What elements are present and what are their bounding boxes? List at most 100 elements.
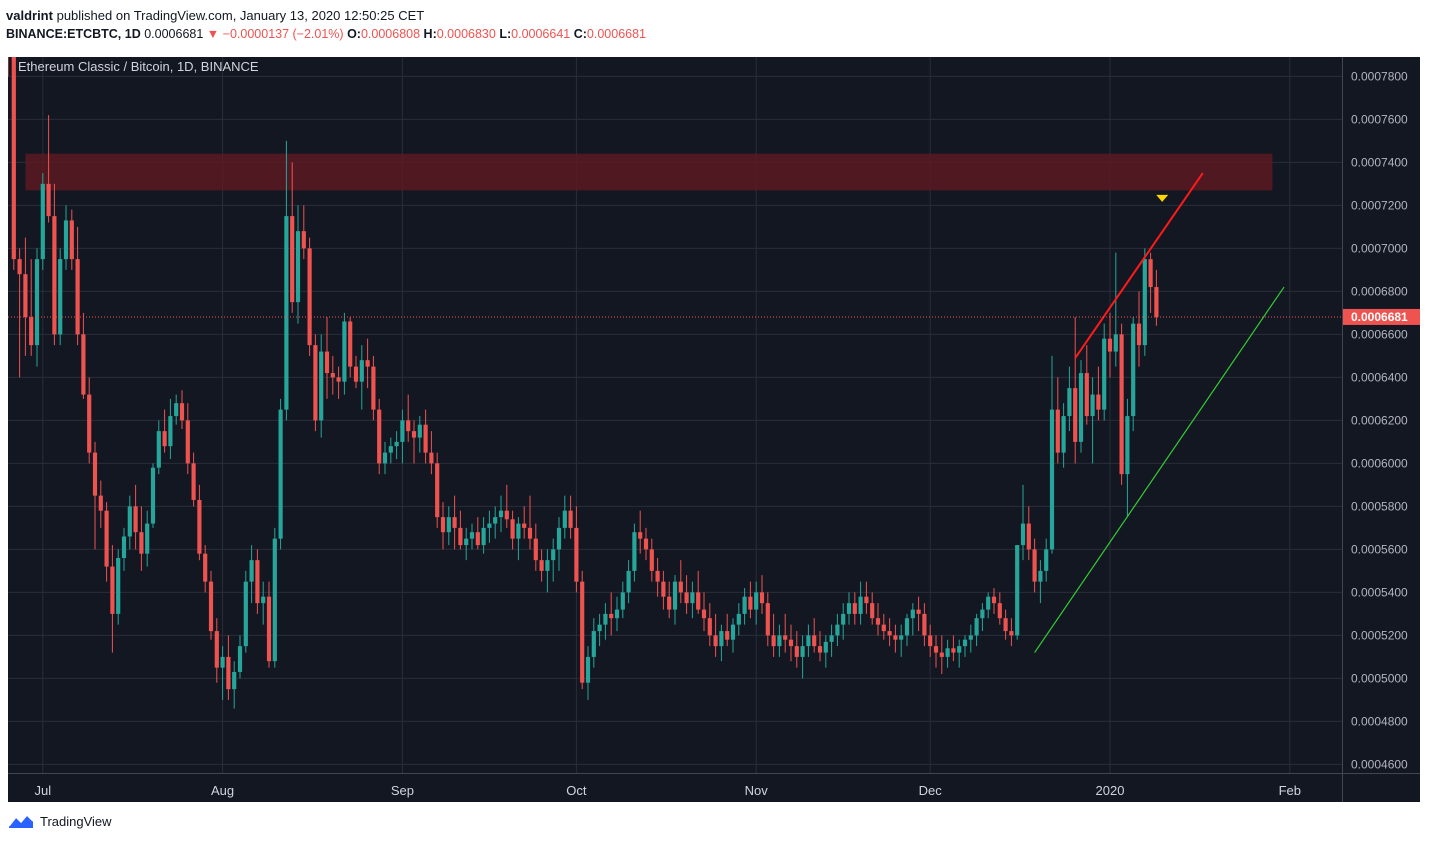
candle-body: [545, 560, 550, 571]
candle-body: [1102, 338, 1107, 410]
candle-body: [1148, 259, 1153, 288]
candle-body: [63, 220, 69, 260]
candle: [116, 549, 121, 625]
candle: [864, 581, 869, 614]
tradingview-logo-icon[interactable]: [8, 813, 34, 829]
candle: [626, 560, 631, 604]
candle-body: [353, 366, 359, 382]
candle-body: [98, 495, 103, 511]
candle: [1090, 377, 1095, 464]
candle: [284, 140, 289, 421]
y-tick-label: 0.0006000: [1351, 456, 1408, 470]
candle: [794, 631, 799, 668]
x-tick-label: Dec: [919, 783, 943, 798]
candle: [1113, 252, 1118, 367]
candle: [1102, 323, 1107, 421]
candle: [179, 390, 185, 429]
candle-body: [765, 603, 770, 636]
candle-body: [1107, 338, 1113, 352]
candle: [655, 557, 660, 597]
candle-body: [179, 403, 185, 421]
candle: [968, 624, 973, 653]
candle-body: [968, 635, 973, 640]
candle-body: [1061, 416, 1066, 453]
candle-body: [52, 216, 57, 335]
candle: [481, 517, 486, 554]
candle: [730, 618, 736, 653]
candle-body: [301, 231, 306, 249]
author-name[interactable]: valdrint: [6, 8, 53, 23]
candle: [1049, 355, 1055, 554]
candle: [707, 603, 712, 647]
candle: [591, 618, 596, 668]
candle: [765, 592, 770, 647]
candle-body: [585, 656, 591, 683]
y-tick-label: 0.0005200: [1351, 628, 1408, 642]
candle: [823, 635, 828, 668]
candle: [487, 510, 492, 543]
candle: [469, 523, 475, 550]
candle: [852, 592, 857, 625]
candle-body: [17, 259, 22, 275]
candle: [736, 603, 741, 636]
open-label: O:: [347, 27, 361, 41]
signal-marker-icon: [1156, 194, 1169, 202]
last-price-tag: [1343, 308, 1420, 325]
candle: [649, 538, 654, 582]
candle: [237, 635, 243, 679]
chart-header: valdrint published on TradingView.com, J…: [6, 6, 646, 44]
candle-body: [371, 366, 376, 410]
candle-body: [597, 624, 602, 632]
candle: [997, 592, 1002, 625]
candle: [174, 394, 179, 425]
candle: [98, 480, 103, 528]
candle-body: [916, 609, 921, 614]
candle: [168, 398, 173, 460]
last-price-tag-label: 0.0006681: [1351, 310, 1408, 324]
publish-line: valdrint published on TradingView.com, J…: [6, 6, 646, 25]
x-tick-label: Feb: [1279, 783, 1301, 798]
candle: [1044, 538, 1049, 582]
candle: [208, 570, 214, 640]
candle: [324, 317, 330, 399]
close-value: 0.0006681: [586, 27, 647, 41]
low-value: 0.0006641: [511, 27, 571, 41]
candle: [34, 248, 40, 367]
candle-body: [846, 603, 852, 614]
candle-body: [1003, 618, 1008, 632]
candle: [185, 403, 190, 475]
candle-body: [632, 532, 637, 571]
candle: [23, 237, 28, 356]
candle-body: [185, 420, 190, 464]
candle-body: [649, 549, 654, 571]
candle-body: [643, 538, 649, 550]
candle-body: [800, 646, 805, 657]
candle-body: [771, 635, 776, 647]
candle: [423, 409, 428, 464]
candle: [458, 510, 463, 550]
candle-body: [858, 596, 863, 614]
candle-body: [899, 635, 904, 640]
plot-area: [8, 57, 1342, 773]
candle: [835, 613, 840, 647]
candle: [603, 603, 608, 640]
candle-body: [835, 624, 840, 636]
candle-body: [661, 581, 666, 597]
candle-body: [1113, 334, 1118, 352]
candle-body: [324, 351, 330, 374]
candle-body: [104, 510, 109, 567]
candle: [417, 416, 422, 453]
candle: [295, 205, 301, 324]
y-tick-label: 0.0004800: [1351, 714, 1408, 728]
candle: [800, 635, 805, 679]
candle: [278, 398, 283, 550]
candle-body: [272, 538, 277, 662]
candle: [75, 226, 80, 346]
candle: [1020, 484, 1026, 561]
candle: [551, 538, 556, 582]
candle: [922, 603, 927, 647]
candle-body: [736, 613, 741, 625]
candle-body: [1142, 259, 1147, 346]
candle-body: [516, 523, 521, 539]
